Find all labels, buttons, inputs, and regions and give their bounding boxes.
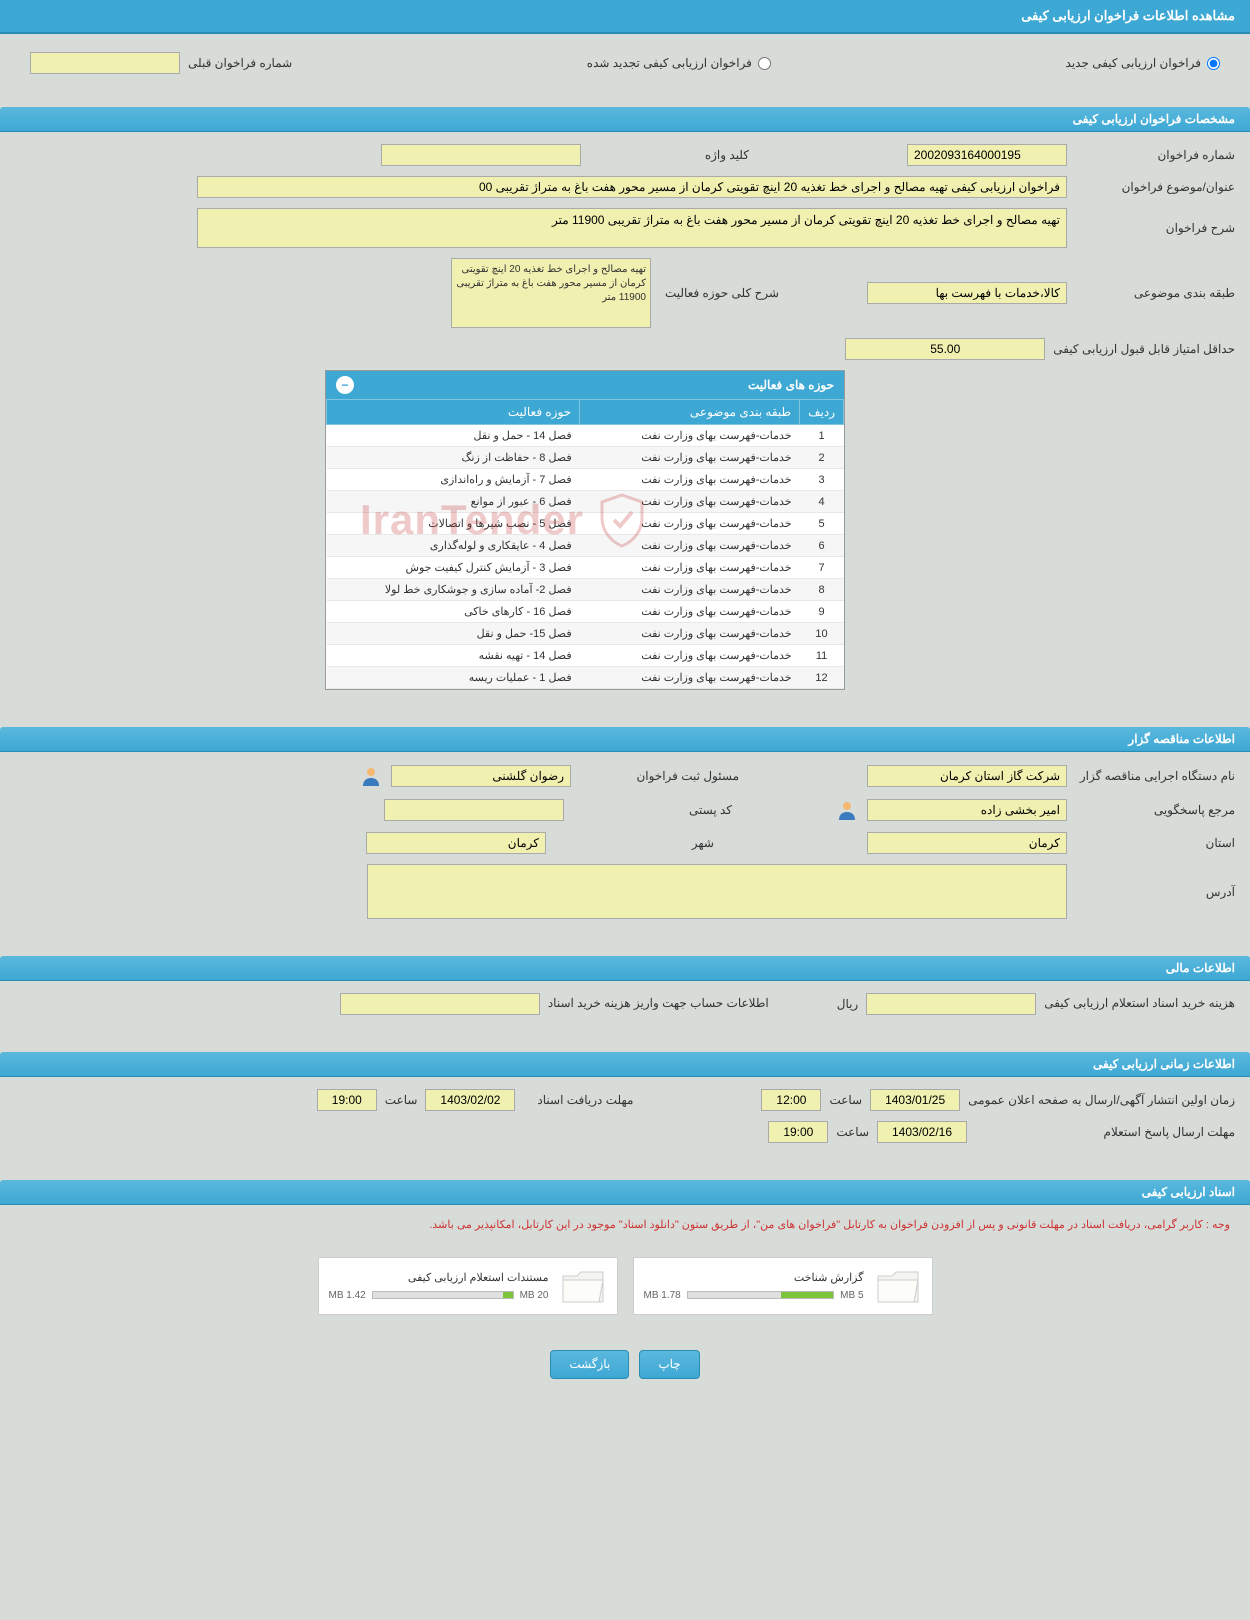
- activities-title: حوزه های فعالیت: [748, 378, 834, 392]
- activities-table: ردیف طبقه بندی موضوعی حوزه فعالیت 1خدمات…: [326, 399, 844, 689]
- doc-eval-used: 1.42 MB: [329, 1290, 366, 1301]
- radio-renew-label: فراخوان ارزیابی کیفی تجدید شده: [587, 56, 752, 70]
- radio-new-input[interactable]: [1207, 57, 1220, 70]
- table-row: 7خدمات-فهرست بهای وزارت نفتفصل 3 - آزمای…: [327, 557, 844, 579]
- keyword-label: کلید واژه: [589, 148, 749, 162]
- reply-label: مهلت ارسال پاسخ استعلام: [975, 1125, 1235, 1139]
- table-row: 3خدمات-فهرست بهای وزارت نفتفصل 7 - آزمای…: [327, 469, 844, 491]
- scope-label: شرح کلی حوزه فعالیت: [659, 286, 779, 300]
- doc-eval-total: 20 MB: [520, 1290, 549, 1301]
- user-icon: [359, 764, 383, 788]
- min-score-field: [845, 338, 1045, 360]
- doc-report-used: 1.78 MB: [644, 1290, 681, 1301]
- province-field: [867, 832, 1067, 854]
- folder-icon: [559, 1266, 607, 1306]
- section-docs-header: اسناد ارزیابی کیفی: [0, 1180, 1250, 1205]
- exec-field: [867, 765, 1067, 787]
- doc-eval-title: مستندات استعلام ارزیابی کیفی: [329, 1271, 549, 1284]
- city-field: [366, 832, 546, 854]
- table-row: 10خدمات-فهرست بهای وزارت نفتفصل 15- حمل …: [327, 623, 844, 645]
- keyword-field: [381, 144, 581, 166]
- table-row: 5خدمات-فهرست بهای وزارت نفتفصل 5 - نصب ش…: [327, 513, 844, 535]
- receive-label: مهلت دریافت اسناد: [523, 1093, 633, 1107]
- address-label: آدرس: [1075, 885, 1235, 899]
- account-label: اطلاعات حساب جهت واریز هزینه خرید اسناد: [548, 996, 769, 1012]
- col-class: طبقه بندی موضوعی: [580, 400, 800, 425]
- tender-type-row: فراخوان ارزیابی کیفی جدید فراخوان ارزیاب…: [0, 34, 1250, 92]
- print-button[interactable]: چاپ: [639, 1350, 699, 1379]
- receive-time-field: [317, 1089, 377, 1111]
- table-row: 9خدمات-فهرست بهای وزارت نفتفصل 16 - کاره…: [327, 601, 844, 623]
- section-specs-header: مشخصات فراخوان ارزیابی کیفی: [0, 107, 1250, 132]
- doc-report-title: گزارش شناخت: [644, 1271, 864, 1284]
- address-field: [367, 864, 1067, 919]
- progress-bar: [372, 1291, 514, 1299]
- tender-no-field: [907, 144, 1067, 166]
- prev-num-label: شماره فراخوان قبلی: [188, 56, 292, 70]
- responder-label: مرجع پاسخگویی: [1075, 803, 1235, 817]
- tender-no-label: شماره فراخوان: [1075, 148, 1235, 162]
- reply-time-field: [768, 1121, 828, 1143]
- table-row: 11خدمات-فهرست بهای وزارت نفتفصل 14 - تهی…: [327, 645, 844, 667]
- reply-date-field: [877, 1121, 967, 1143]
- notice-text: وجه : کاربر گرامی، دریافت اسناد در مهلت …: [0, 1205, 1250, 1247]
- radio-new[interactable]: فراخوان ارزیابی کیفی جدید: [1066, 52, 1220, 74]
- doc-report-total: 5 MB: [840, 1290, 863, 1301]
- doc-card-report[interactable]: گزارش شناخت 5 MB 1.78 MB: [633, 1257, 933, 1315]
- activities-panel: حوزه های فعالیت − ردیف طبقه بندی موضوعی …: [325, 370, 845, 690]
- table-row: 4خدمات-فهرست بهای وزارت نفتفصل 6 - عبور …: [327, 491, 844, 513]
- registrar-field: [391, 765, 571, 787]
- account-field: [340, 993, 540, 1015]
- radio-new-label: فراخوان ارزیابی کیفی جدید: [1066, 56, 1201, 70]
- publish-date-field: [870, 1089, 960, 1111]
- publish-time-field: [761, 1089, 821, 1111]
- section-tenderer-header: اطلاعات مناقصه گزار: [0, 727, 1250, 752]
- back-button[interactable]: بازگشت: [550, 1350, 629, 1379]
- time-label-3: ساعت: [836, 1125, 869, 1139]
- postal-label: کد پستی: [572, 803, 732, 817]
- classification-label: طبقه بندی موضوعی: [1075, 286, 1235, 300]
- page-title: مشاهده اطلاعات فراخوان ارزیابی کیفی: [0, 0, 1250, 34]
- province-label: استان: [1075, 836, 1235, 850]
- scope-field: تهیه مصالح و اجرای خط تغذیه 20 اینچ تقوی…: [451, 258, 651, 328]
- table-row: 8خدمات-فهرست بهای وزارت نفتفصل 2- آماده …: [327, 579, 844, 601]
- registrar-label: مسئول ثبت فراخوان: [579, 769, 739, 783]
- receive-date-field: [425, 1089, 515, 1111]
- folder-icon: [874, 1266, 922, 1306]
- exec-label: نام دستگاه اجرایی مناقصه گزار: [1075, 769, 1235, 783]
- section-financial-header: اطلاعات مالی: [0, 956, 1250, 981]
- table-row: 1خدمات-فهرست بهای وزارت نفتفصل 14 - حمل …: [327, 425, 844, 447]
- publish-label: زمان اولین انتشار آگهی/ارسال به صفحه اعل…: [968, 1093, 1235, 1107]
- prev-num-field: [30, 52, 180, 74]
- cost-field: [866, 993, 1036, 1015]
- col-field: حوزه فعالیت: [327, 400, 580, 425]
- city-label: شهر: [554, 836, 714, 850]
- min-score-label: حداقل امتیاز قابل قبول ارزیابی کیفی: [1053, 342, 1235, 356]
- currency-label: ریال: [837, 997, 859, 1011]
- postal-field: [384, 799, 564, 821]
- radio-renew-input[interactable]: [758, 57, 771, 70]
- section-timing-header: اطلاعات زمانی ارزیابی کیفی: [0, 1052, 1250, 1077]
- collapse-icon[interactable]: −: [336, 376, 354, 394]
- radio-renew[interactable]: فراخوان ارزیابی کیفی تجدید شده: [587, 52, 771, 74]
- table-row: 2خدمات-فهرست بهای وزارت نفتفصل 8 - حفاظت…: [327, 447, 844, 469]
- cost-label: هزینه خرید اسناد استعلام ارزیابی کیفی: [1044, 996, 1235, 1012]
- time-label-1: ساعت: [829, 1093, 862, 1107]
- classification-field: [867, 282, 1067, 304]
- desc-label: شرح فراخوان: [1075, 221, 1235, 235]
- desc-field: تهیه مصالح و اجرای خط تغذیه 20 اینچ تقوی…: [197, 208, 1067, 248]
- responder-field: [867, 799, 1067, 821]
- progress-bar: [687, 1291, 834, 1299]
- subject-field: [197, 176, 1067, 198]
- table-row: 12خدمات-فهرست بهای وزارت نفتفصل 1 - عملی…: [327, 667, 844, 689]
- user-icon: [835, 798, 859, 822]
- subject-label: عنوان/موضوع فراخوان: [1075, 180, 1235, 194]
- doc-card-eval[interactable]: مستندات استعلام ارزیابی کیفی 20 MB 1.42 …: [318, 1257, 618, 1315]
- table-row: 6خدمات-فهرست بهای وزارت نفتفصل 4 - عایقک…: [327, 535, 844, 557]
- col-row: ردیف: [800, 400, 844, 425]
- time-label-2: ساعت: [385, 1093, 418, 1107]
